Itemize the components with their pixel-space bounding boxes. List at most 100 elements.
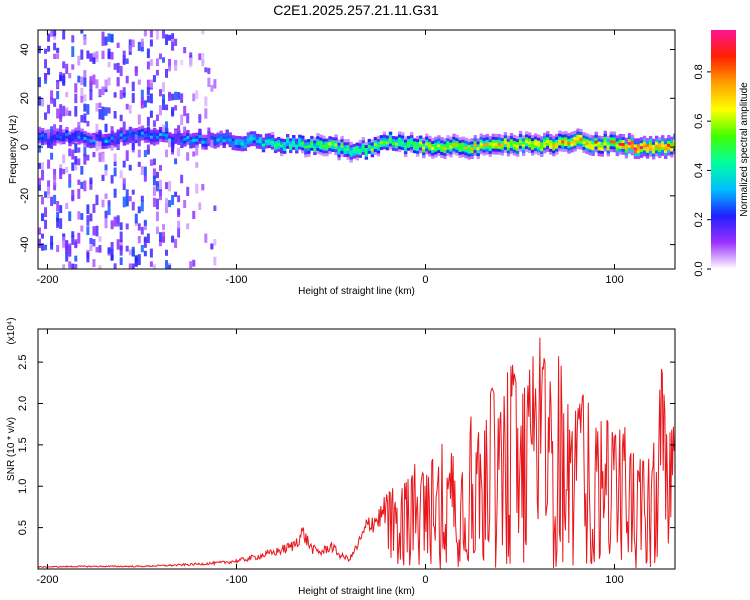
spectrogram-cell bbox=[282, 139, 287, 143]
spectrogram-cell bbox=[116, 132, 120, 140]
spectrogram-cell bbox=[80, 140, 84, 144]
spectrogram-cell bbox=[146, 149, 150, 155]
spectrogram-cell bbox=[358, 145, 363, 150]
spectrogram-cell bbox=[152, 75, 156, 83]
spectrogram-cell bbox=[494, 148, 499, 152]
spectrogram-cell bbox=[231, 135, 235, 139]
spectrogram-cell bbox=[38, 177, 41, 186]
spectrogram-cell bbox=[443, 152, 447, 156]
spectrogram-cell bbox=[434, 142, 438, 146]
spectrogram-cell bbox=[140, 38, 144, 47]
spectrogram-cell bbox=[334, 151, 338, 156]
spectrogram-cell bbox=[143, 100, 147, 108]
spectrogram-cell bbox=[149, 132, 154, 136]
spectrogram-cell bbox=[576, 143, 580, 147]
spectrogram-cell bbox=[667, 137, 671, 142]
spectrogram-cell bbox=[446, 149, 450, 153]
spectrogram-cell bbox=[458, 142, 462, 147]
spectrogram-cell bbox=[340, 147, 344, 151]
spectrogram-cell bbox=[521, 152, 526, 156]
spectrogram-cell bbox=[654, 138, 659, 142]
spectrogram-cell bbox=[573, 130, 577, 134]
spectrogram-cell bbox=[512, 140, 517, 144]
spectrogram-cell bbox=[140, 99, 144, 109]
spectrogram-cell bbox=[249, 134, 254, 138]
spectrogram-cell bbox=[53, 142, 57, 146]
spectrogram-cell bbox=[171, 33, 175, 40]
spectrogram-cell bbox=[104, 123, 108, 133]
spectrogram-cell bbox=[301, 150, 305, 154]
spectrogram-cell bbox=[146, 144, 150, 152]
spectrogram-cell bbox=[651, 141, 656, 145]
spectrogram-cell bbox=[609, 137, 614, 141]
spectrogram-cell bbox=[140, 131, 145, 135]
spectrogram-cell bbox=[101, 31, 105, 39]
spectrogram-cell bbox=[143, 219, 147, 226]
spectrogram-cell bbox=[59, 135, 63, 139]
spectrogram-cell bbox=[119, 239, 123, 246]
spectrogram-cell bbox=[301, 135, 305, 139]
spectrogram-cell bbox=[80, 49, 84, 60]
spectrogram-cell bbox=[588, 134, 592, 138]
spectrogram-cell bbox=[86, 50, 90, 59]
spectrogram-cell bbox=[527, 132, 532, 136]
spectrogram-cell bbox=[249, 137, 254, 141]
spectrogram-cell bbox=[340, 150, 344, 154]
spectrogram-cell bbox=[388, 134, 393, 138]
spectrogram-cell bbox=[270, 146, 275, 150]
spectrogram-cell bbox=[458, 148, 462, 152]
spectrogram-cell bbox=[485, 151, 490, 155]
spectrogram-cell bbox=[594, 143, 598, 147]
spectrogram-cell bbox=[509, 136, 514, 140]
spectrogram-cell bbox=[86, 135, 90, 139]
spectrogram-x-tick-label: -100 bbox=[225, 274, 247, 286]
spectrogram-cell bbox=[343, 153, 347, 158]
spectrogram-cell bbox=[621, 142, 626, 146]
spectrogram-cell bbox=[155, 226, 159, 234]
spectrogram-cell bbox=[62, 105, 66, 117]
spectrogram-cell bbox=[47, 104, 51, 114]
spectrogram-cell bbox=[74, 255, 78, 262]
spectrogram-cell bbox=[113, 167, 117, 177]
spectrogram-cell bbox=[41, 233, 45, 239]
spectrogram-cell bbox=[537, 137, 541, 141]
spectrogram-cell bbox=[458, 151, 462, 155]
spectrogram-cell bbox=[128, 129, 133, 133]
spectrogram-cell bbox=[527, 141, 532, 145]
spectrogram-cell bbox=[603, 133, 607, 137]
spectrogram-cell bbox=[71, 35, 75, 43]
spectrogram-cell bbox=[252, 134, 257, 138]
spectrogram-cell bbox=[177, 147, 181, 157]
spectrogram-cell bbox=[71, 138, 75, 142]
spectrogram-cell bbox=[434, 148, 438, 152]
spectrogram-cell bbox=[530, 152, 535, 156]
spectrogram-cell bbox=[44, 48, 48, 54]
spectrogram-cell bbox=[449, 142, 453, 146]
spectrogram-cell bbox=[204, 233, 208, 243]
spectrogram-cell bbox=[648, 150, 653, 154]
spectrogram-cell bbox=[549, 151, 553, 155]
spectrogram-cell bbox=[582, 132, 586, 136]
spectrogram-cell bbox=[71, 46, 75, 57]
spectrogram-cell bbox=[68, 261, 72, 269]
spectrogram-cell bbox=[131, 189, 135, 195]
spectrogram-cell bbox=[443, 149, 447, 153]
spectrogram-cell bbox=[125, 58, 129, 64]
spectrogram-cell bbox=[131, 39, 135, 48]
spectrogram-cell bbox=[301, 144, 305, 148]
spectrogram-cell bbox=[491, 148, 496, 152]
spectrogram-cell bbox=[394, 145, 399, 149]
spectrogram-cell bbox=[143, 127, 148, 132]
spectrogram-cell bbox=[527, 147, 532, 151]
spectrogram-cell bbox=[561, 143, 565, 147]
spectrogram-cell bbox=[104, 79, 108, 90]
spectrogram-cell bbox=[434, 136, 438, 140]
spectrogram-cell bbox=[41, 127, 45, 132]
spectrogram-cell bbox=[137, 149, 141, 158]
spectrogram-cell bbox=[110, 220, 114, 230]
spectrogram-cell bbox=[651, 156, 656, 160]
spectrogram-cell bbox=[158, 138, 163, 142]
spectrogram-cell bbox=[261, 149, 266, 153]
spectrogram-cell bbox=[403, 148, 408, 152]
spectrogram-cell bbox=[364, 147, 369, 151]
